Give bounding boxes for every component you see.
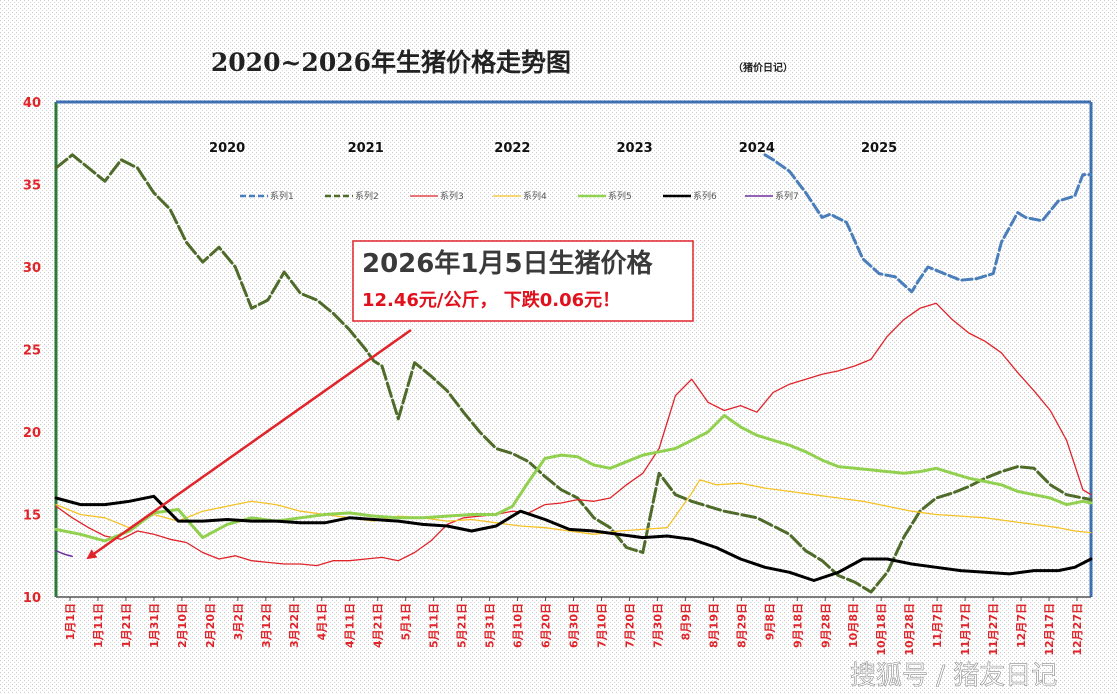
series-line-6 <box>54 494 1093 582</box>
watermark: 搜狐号 / 猪友日记 <box>850 661 1057 691</box>
x-tick-label: 1月31日 <box>148 603 161 648</box>
y-tick-label: 35 <box>23 179 41 194</box>
annotation-box <box>352 240 694 322</box>
legend-label: 系列4 <box>523 190 547 202</box>
x-tick-label: 8月29日 <box>735 603 748 648</box>
legend-label: 系列5 <box>608 190 632 202</box>
x-tick-label: 5月31日 <box>484 603 497 648</box>
x-tick-label: 8月9日 <box>679 603 692 640</box>
annotation-line1: 2026年1月5日生猪价格 <box>362 248 654 279</box>
x-tick-label: 11月27日 <box>987 603 1000 656</box>
year-label: 2022 <box>494 141 530 156</box>
x-tick-label: 7月10日 <box>595 603 608 648</box>
annotation-line2: 12.46元/公斤， 下跌0.06元！ <box>362 289 620 311</box>
x-tick-label: 2月20日 <box>204 603 217 648</box>
y-axis-ticks: 10 15 20 25 30 35 40 <box>23 96 41 606</box>
x-tick-label: 10月18日 <box>875 603 888 656</box>
x-tick-label: 12月27日 <box>1071 603 1084 656</box>
x-tick-label: 11月7日 <box>931 603 944 648</box>
series-line-2 <box>54 153 1093 594</box>
annotation-callout: 2026年1月5日生猪价格 12.46元/公斤， 下跌0.06元！ <box>352 240 694 322</box>
x-tick-label: 5月1日 <box>400 603 413 640</box>
x-tick-label: 7月20日 <box>623 603 636 648</box>
chart-title: 2020~2026年生猪价格走势图 <box>211 48 571 77</box>
legend-label: 系列3 <box>440 190 464 202</box>
x-tick-label: 12月17日 <box>1043 603 1056 656</box>
year-label: 2024 <box>739 141 775 156</box>
x-tick-label: 10月28日 <box>903 603 916 656</box>
x-tick-label: 12月7日 <box>1015 603 1028 648</box>
legend-label: 系列7 <box>775 190 799 202</box>
x-tick-label: 7月30日 <box>651 603 664 648</box>
series-line-3 <box>55 302 1092 567</box>
year-label: 2021 <box>348 141 384 156</box>
x-tick-label: 4月21日 <box>372 603 385 648</box>
legend-label: 系列2 <box>355 190 379 202</box>
year-label: 2025 <box>861 141 897 156</box>
y-tick-label: 10 <box>23 591 41 606</box>
x-tick-label: 8月19日 <box>707 603 720 648</box>
x-tick-label: 5月21日 <box>456 603 469 648</box>
legend: 系列1 系列2 系列3 系列4 系列5 系列6 系列7 <box>240 190 799 202</box>
x-tick-label: 3月22日 <box>288 603 301 648</box>
x-tick-label: 6月10日 <box>512 603 525 648</box>
x-tick-label: 3月2日 <box>232 603 245 640</box>
x-tick-label: 3月12日 <box>260 603 273 648</box>
x-tick-label: 9月28日 <box>819 603 832 648</box>
legend-label: 系列6 <box>693 190 717 202</box>
x-tick-label: 4月11日 <box>344 603 357 648</box>
x-tick-label: 5月11日 <box>428 603 441 648</box>
x-tick-label: 1月21日 <box>120 603 133 648</box>
x-tick-label: 10月8日 <box>847 603 860 648</box>
x-tick-label: 6月20日 <box>540 603 553 648</box>
y-tick-label: 30 <box>23 261 41 276</box>
x-tick-label: 1月1日 <box>64 603 77 640</box>
series-line-4 <box>55 479 1092 535</box>
y-tick-label: 15 <box>23 509 41 524</box>
x-tick-label: 9月18日 <box>791 603 804 648</box>
year-label: 2023 <box>617 141 653 156</box>
y-tick-label: 25 <box>23 344 41 359</box>
annotation-arrow <box>86 328 412 560</box>
x-tick-label: 1月11日 <box>92 603 105 648</box>
chart-subtitle: （猪价日记） <box>733 61 793 74</box>
y-tick-label: 20 <box>23 426 41 441</box>
x-tick-label: 9月8日 <box>763 603 776 640</box>
y-tick-label: 40 <box>23 96 41 111</box>
legend-label: 系列1 <box>270 190 294 202</box>
series-line-1 <box>763 153 1093 294</box>
year-labels: 2020 2021 2022 2023 2024 2025 <box>209 141 897 156</box>
x-tick-label: 11月17日 <box>959 603 972 656</box>
year-label: 2020 <box>209 141 245 156</box>
series-line-7 <box>55 550 74 558</box>
x-axis-ticks: 1月1日 1月11日 1月21日 1月31日 2月10日 2月20日 3月2日 3月12日 3月… <box>64 597 1084 656</box>
plot-area <box>56 102 1091 597</box>
x-tick-label: 6月30日 <box>568 603 581 648</box>
series-lines <box>54 153 1093 594</box>
x-tick-label: 2月10日 <box>176 603 189 648</box>
x-tick-label: 4月1日 <box>316 603 329 640</box>
